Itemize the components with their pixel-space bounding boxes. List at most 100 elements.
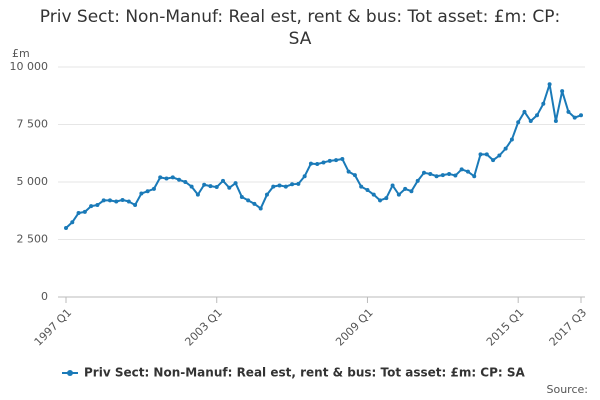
source-label: Source: xyxy=(547,383,589,396)
data-point xyxy=(133,203,138,207)
x-tick-label: 2003 Q1 xyxy=(182,306,225,349)
legend-swatch-marker xyxy=(67,370,73,376)
data-point xyxy=(541,101,546,106)
data-point xyxy=(384,196,389,201)
data-point xyxy=(258,206,263,211)
data-point xyxy=(421,170,426,175)
data-point xyxy=(428,171,433,176)
data-point xyxy=(371,192,376,197)
data-point xyxy=(158,175,163,180)
data-point xyxy=(465,169,470,174)
data-point xyxy=(522,109,527,114)
data-point xyxy=(516,120,521,125)
data-point xyxy=(434,174,439,179)
data-point xyxy=(239,194,244,199)
data-point xyxy=(76,211,81,216)
y-tick-label: 0 xyxy=(41,290,48,303)
chart-title: Priv Sect: Non-Manuf: Real est, rent & b… xyxy=(39,7,561,49)
data-line xyxy=(65,83,582,229)
data-point xyxy=(252,201,257,206)
x-tick-label: 2017 Q3 xyxy=(547,306,590,349)
data-point xyxy=(114,199,119,204)
data-point xyxy=(107,198,112,203)
data-point xyxy=(491,158,496,163)
data-point xyxy=(290,182,295,187)
data-point xyxy=(396,192,401,197)
y-tick-label: 5 000 xyxy=(17,175,49,188)
data-point xyxy=(64,226,68,230)
data-point xyxy=(177,177,182,182)
data-point xyxy=(352,173,357,178)
data-point xyxy=(553,119,558,124)
data-point xyxy=(221,178,226,183)
data-point xyxy=(277,183,282,188)
data-point xyxy=(478,152,483,157)
x-tick-label: 1997 Q1 xyxy=(32,306,75,349)
y-tick-label: 10 000 xyxy=(10,60,49,73)
data-point xyxy=(183,180,188,184)
data-point xyxy=(528,119,533,124)
data-point xyxy=(415,178,420,183)
data-point xyxy=(202,182,207,187)
data-point xyxy=(334,158,339,163)
data-point xyxy=(126,199,131,204)
data-point xyxy=(484,152,489,157)
data-point xyxy=(120,197,125,202)
data-point xyxy=(89,204,94,209)
data-point xyxy=(403,186,408,191)
y-unit-label: £m xyxy=(12,47,30,60)
data-point xyxy=(70,220,75,225)
data-point xyxy=(340,157,345,161)
data-point xyxy=(283,184,288,189)
legend-label: Priv Sect: Non-Manuf: Real est, rent & b… xyxy=(84,366,526,380)
data-point xyxy=(535,113,540,118)
data-point xyxy=(264,192,269,197)
data-point xyxy=(321,160,326,165)
data-point xyxy=(139,191,144,196)
data-point xyxy=(472,174,477,179)
data-point xyxy=(579,113,583,118)
data-point xyxy=(170,175,175,180)
data-point xyxy=(327,158,332,163)
x-tick-label: 2009 Q1 xyxy=(333,306,376,349)
data-point xyxy=(503,146,508,151)
data-point xyxy=(459,167,464,172)
data-point xyxy=(214,185,219,190)
data-point xyxy=(246,198,251,203)
x-tick-label: 2015 Q1 xyxy=(484,306,527,349)
data-point xyxy=(409,189,414,194)
data-point xyxy=(189,184,194,189)
data-point xyxy=(151,186,156,191)
data-point xyxy=(227,185,232,190)
data-point xyxy=(145,189,150,194)
data-point xyxy=(566,109,571,114)
data-point xyxy=(296,181,301,186)
data-point xyxy=(233,181,238,186)
data-point xyxy=(378,198,383,203)
data-point xyxy=(95,203,100,207)
data-point xyxy=(346,169,351,174)
data-point xyxy=(271,184,276,189)
data-point xyxy=(447,171,452,176)
data-point xyxy=(302,174,307,179)
data-point xyxy=(82,209,87,214)
y-tick-label: 2 500 xyxy=(17,233,49,246)
data-point xyxy=(509,137,514,142)
data-point xyxy=(572,115,577,120)
data-point xyxy=(315,162,320,167)
data-point xyxy=(453,173,458,178)
data-point xyxy=(390,183,395,188)
data-point xyxy=(560,89,565,94)
data-point xyxy=(208,184,213,189)
data-point xyxy=(195,192,200,197)
data-point xyxy=(308,161,313,166)
data-point xyxy=(101,198,106,203)
data-point xyxy=(164,176,169,181)
data-point xyxy=(365,188,370,193)
data-point xyxy=(359,184,364,189)
y-tick-label: 7 500 xyxy=(17,118,49,131)
data-point xyxy=(547,82,552,87)
data-point xyxy=(497,153,502,158)
